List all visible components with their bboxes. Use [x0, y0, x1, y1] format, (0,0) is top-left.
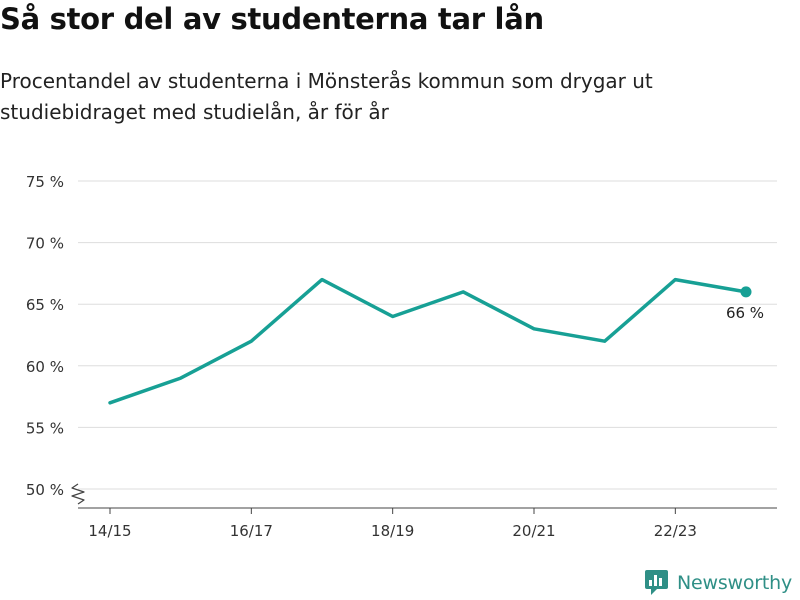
- y-tick-label: 65 %: [26, 296, 64, 314]
- last-point-label: 66 %: [726, 304, 764, 322]
- x-tick-label: 14/15: [88, 522, 131, 540]
- y-tick-label: 70 %: [26, 235, 64, 253]
- y-tick-label: 55 %: [26, 419, 64, 437]
- y-tick-label: 60 %: [26, 358, 64, 376]
- y-tick-label: 50 %: [26, 481, 64, 499]
- last-data-point: [740, 286, 752, 298]
- brand-name: Newsworthy: [677, 571, 793, 594]
- x-tick-label: 18/19: [371, 522, 414, 540]
- axis-break-icon: [71, 483, 85, 505]
- series-line: [108, 277, 748, 405]
- x-tick-label: 22/23: [654, 522, 697, 540]
- x-tick-label: 16/17: [230, 522, 273, 540]
- chart-title: Så stor del av studenterna tar lån: [0, 2, 544, 36]
- chart-subtitle: Procentandel av studenterna i Mönsterås …: [0, 69, 653, 124]
- x-tick-label: 20/21: [512, 522, 555, 540]
- newsworthy-logo: Newsworthy: [644, 569, 792, 596]
- y-tick-label: 75 %: [26, 173, 64, 191]
- newsworthy-logo-icon: [645, 570, 668, 595]
